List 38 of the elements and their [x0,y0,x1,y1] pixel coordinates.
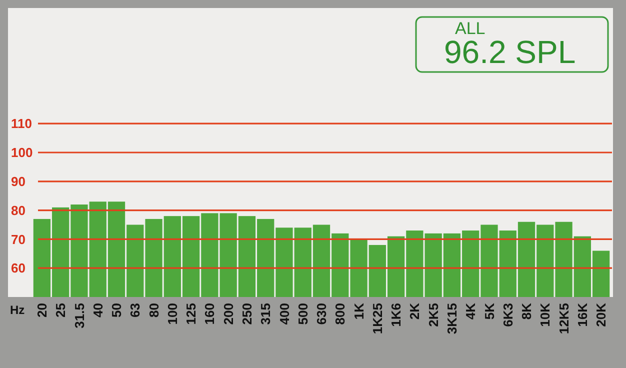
x-tick-label: 20 [34,303,50,318]
x-tick-label: 400 [276,303,292,325]
x-tick-label: 25 [53,303,68,318]
x-tick-label: 160 [202,303,218,325]
x-tick-label: 20K [594,302,609,327]
x-tick-label: 1K6 [388,303,404,327]
y-tick-label: 90 [11,174,26,189]
x-tick-label: 50 [109,303,124,318]
x-tick-label: 31.5 [72,303,87,328]
x-tick-label: 6K3 [500,303,516,327]
x-tick-label: 40 [90,303,106,318]
x-tick-label: 800 [332,303,348,325]
x-tick-label: 12K5 [556,303,572,334]
x-tick-label: 3K15 [444,303,460,334]
x-tick-label: 250 [240,303,254,325]
x-tick-label: 500 [295,303,310,325]
x-tick-label: 1K25 [370,303,385,334]
y-tick-label: 110 [11,116,32,132]
x-tick-label: 10K [538,302,553,327]
y-tick-label: 70 [11,232,26,247]
x-tick-label: 200 [220,303,236,325]
x-tick-label: 630 [314,303,330,325]
x-axis-title: Hz [10,303,25,317]
x-tick-label: 63 [128,303,143,318]
x-tick-label: 315 [258,303,274,325]
x-tick-label: 8K [519,302,534,320]
x-tick-label: 5K [482,302,497,320]
x-tick-label: 125 [184,303,199,325]
x-tick-label: 16K [574,302,590,327]
x-tick-label: 80 [146,303,162,318]
x-tick-label: 2K [407,302,422,320]
x-tick-label: 100 [164,303,180,325]
x-tick-label: 1K [351,302,366,320]
y-tick-label: 80 [11,202,26,218]
x-tick-label: 4K [463,302,478,320]
y-tick-label: 60 [11,260,26,276]
x-tick-label: 2K5 [426,303,441,327]
y-tick-label: 100 [11,145,33,160]
